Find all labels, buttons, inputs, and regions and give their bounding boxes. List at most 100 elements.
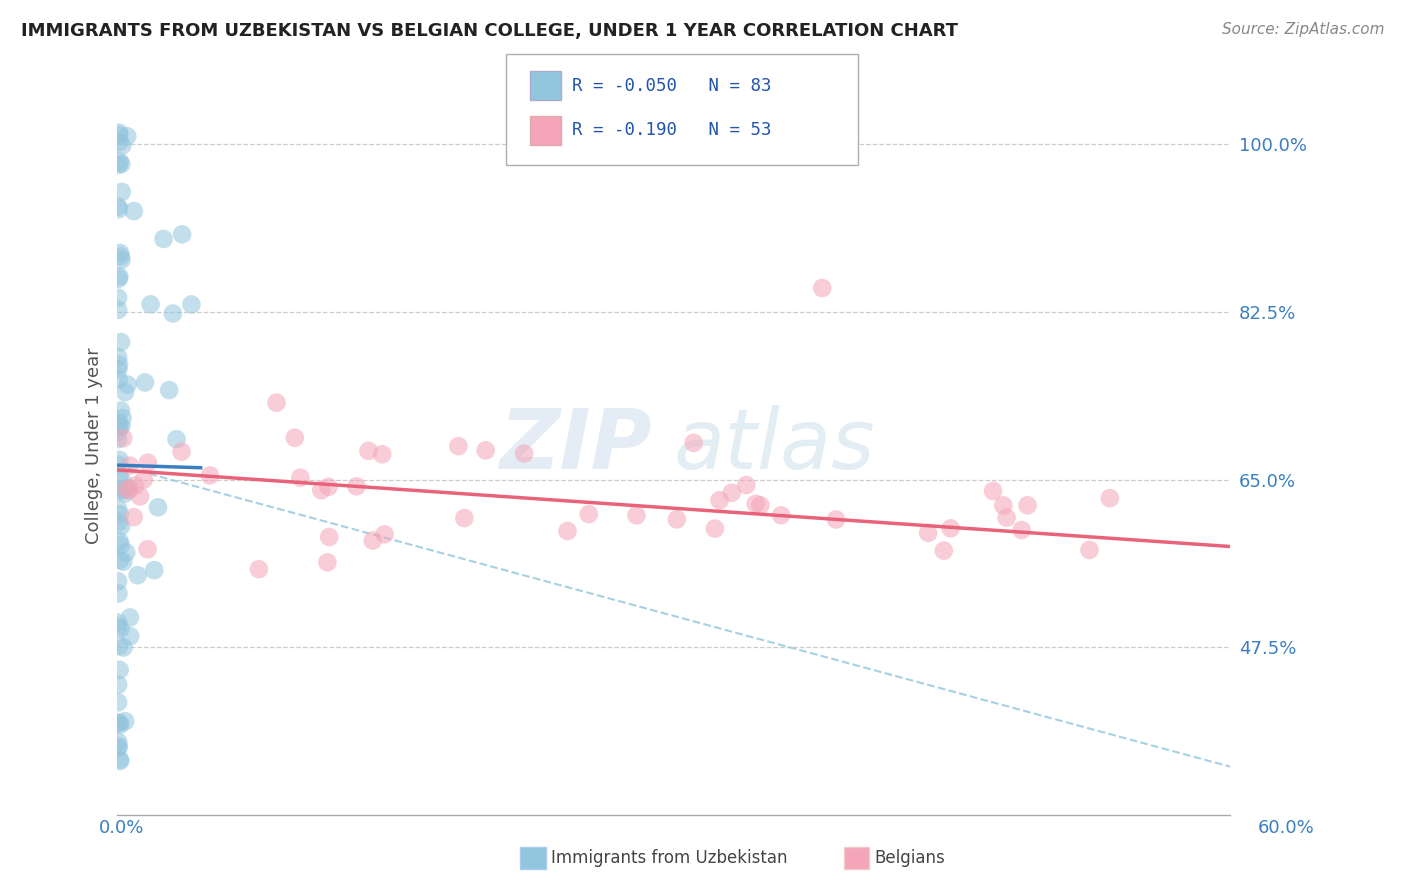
Point — [107, 574, 129, 589]
Point — [453, 511, 475, 525]
Point — [110, 519, 132, 533]
Point — [162, 307, 184, 321]
Point — [247, 562, 270, 576]
Text: Belgians: Belgians — [875, 849, 945, 867]
Text: R = -0.190   N = 53: R = -0.190 N = 53 — [572, 121, 772, 139]
Point — [932, 543, 955, 558]
Point — [318, 480, 340, 494]
Point — [513, 446, 536, 460]
Point — [665, 512, 688, 526]
Point — [108, 754, 131, 768]
Point — [139, 297, 162, 311]
Point — [474, 443, 496, 458]
Point — [112, 555, 135, 569]
Point — [357, 443, 380, 458]
Point — [107, 425, 129, 439]
Y-axis label: College, Under 1 year: College, Under 1 year — [86, 348, 103, 544]
Point — [111, 483, 134, 497]
Point — [115, 482, 138, 496]
Point — [157, 383, 180, 397]
Point — [110, 717, 132, 731]
Point — [811, 281, 834, 295]
Point — [108, 553, 131, 567]
Point — [107, 739, 129, 754]
Text: R = -0.050   N = 83: R = -0.050 N = 83 — [572, 77, 772, 95]
Point — [170, 444, 193, 458]
Point — [107, 735, 129, 749]
Point — [115, 546, 138, 560]
Point — [107, 501, 129, 516]
Point — [107, 678, 129, 692]
Text: Source: ZipAtlas.com: Source: ZipAtlas.com — [1222, 22, 1385, 37]
Point — [703, 522, 725, 536]
Point — [107, 619, 129, 633]
Point — [112, 431, 135, 445]
Point — [770, 508, 793, 523]
Point — [995, 510, 1018, 524]
Point — [108, 483, 131, 498]
Point — [111, 474, 134, 488]
Point — [917, 525, 939, 540]
Point — [720, 485, 742, 500]
Point — [114, 714, 136, 729]
Point — [290, 471, 312, 485]
Point — [709, 493, 731, 508]
Point — [108, 154, 131, 169]
Point — [626, 508, 648, 523]
Point — [1011, 523, 1033, 537]
Point — [115, 129, 138, 144]
Point — [374, 527, 396, 541]
Point — [108, 416, 131, 430]
Point — [107, 741, 129, 756]
Point — [112, 640, 135, 655]
Point — [108, 534, 131, 549]
Point — [1078, 543, 1101, 558]
Point — [111, 411, 134, 425]
Point — [266, 395, 288, 409]
Point — [115, 483, 138, 497]
Point — [108, 126, 131, 140]
Point — [107, 516, 129, 530]
Point — [118, 483, 141, 497]
Point — [316, 555, 339, 569]
Point — [346, 479, 368, 493]
Point — [108, 420, 131, 434]
Point — [284, 431, 307, 445]
Point — [993, 499, 1015, 513]
Point — [136, 542, 159, 557]
Point — [371, 447, 394, 461]
Point — [108, 453, 131, 467]
Point — [311, 483, 333, 498]
Point — [132, 473, 155, 487]
Point — [1098, 491, 1121, 505]
Text: 60.0%: 60.0% — [1258, 819, 1315, 837]
Point — [108, 715, 131, 730]
Point — [749, 498, 772, 512]
Point — [118, 610, 141, 624]
Point — [122, 510, 145, 524]
Point — [136, 456, 159, 470]
Point — [117, 481, 139, 495]
Point — [108, 358, 131, 372]
Point — [120, 629, 142, 643]
Point — [744, 497, 766, 511]
Point — [108, 269, 131, 284]
Point — [111, 138, 134, 153]
Point — [318, 530, 340, 544]
Point — [108, 639, 131, 653]
Point — [110, 403, 132, 417]
Point — [107, 372, 129, 386]
Point — [108, 135, 131, 149]
Point — [111, 185, 134, 199]
Point — [107, 432, 129, 446]
Point — [122, 204, 145, 219]
Point — [108, 202, 131, 217]
Point — [110, 157, 132, 171]
Point — [117, 377, 139, 392]
Point — [107, 615, 129, 630]
Point — [107, 351, 129, 365]
Point — [108, 752, 131, 766]
Point — [143, 563, 166, 577]
Text: ZIP: ZIP — [499, 406, 651, 486]
Point — [361, 533, 384, 548]
